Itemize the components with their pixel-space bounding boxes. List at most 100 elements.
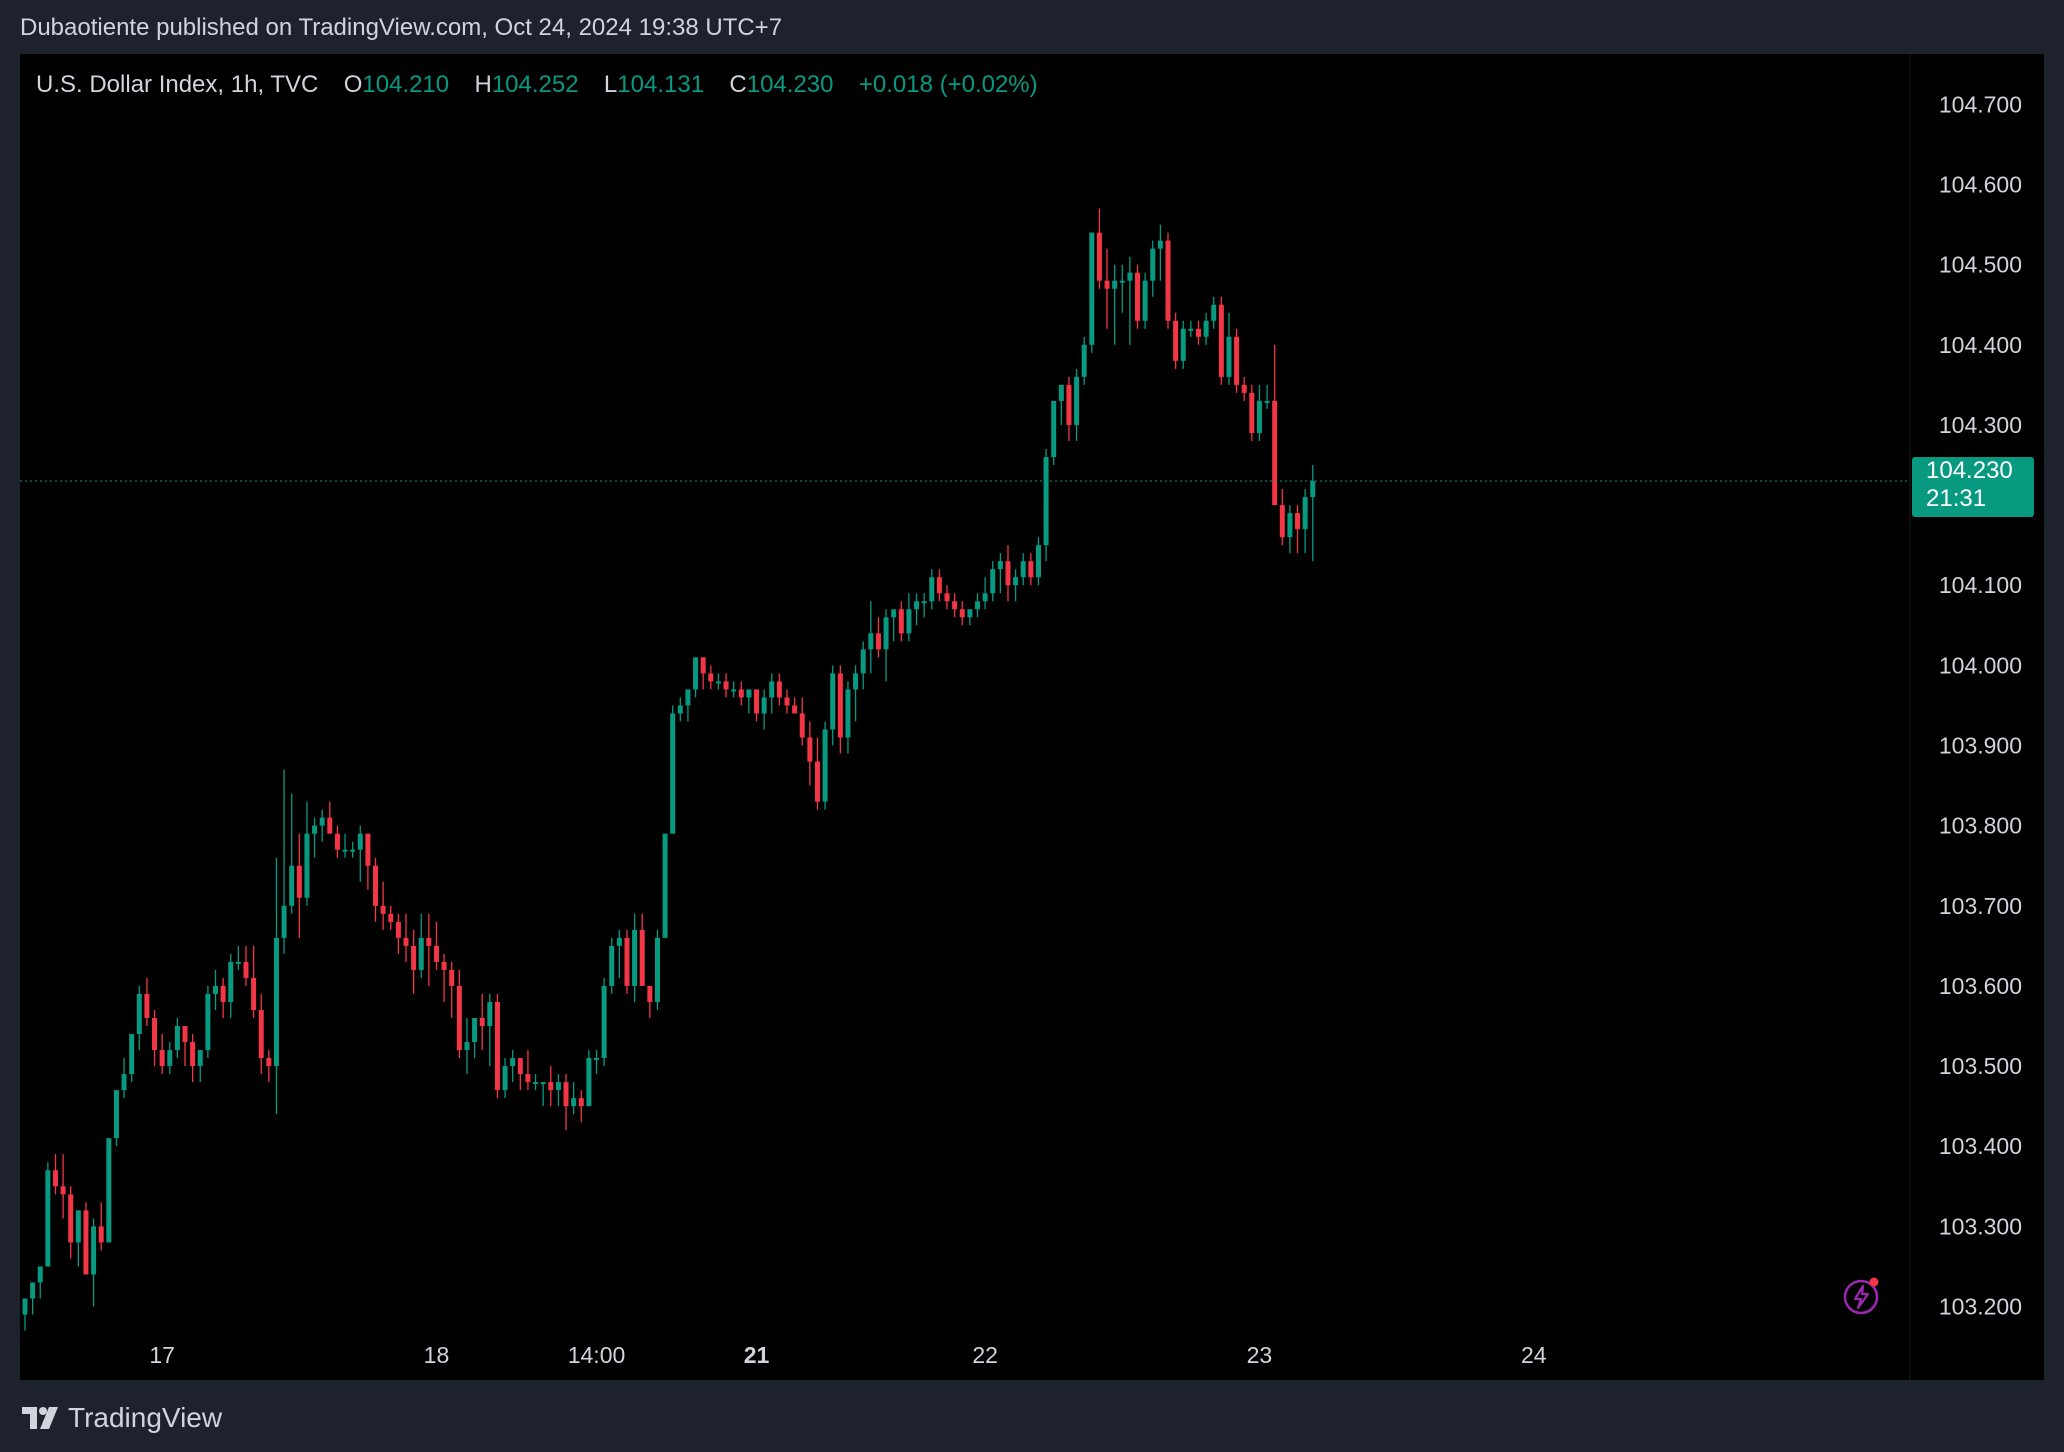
candle[interactable] <box>997 553 1003 594</box>
candle[interactable] <box>959 601 965 626</box>
candle[interactable] <box>1142 272 1148 329</box>
candle[interactable] <box>205 985 211 1059</box>
candle[interactable] <box>98 1202 104 1251</box>
candle[interactable] <box>365 833 371 890</box>
candle[interactable] <box>1104 248 1110 329</box>
candle[interactable] <box>822 721 828 810</box>
tradingview-footer[interactable]: TradingView <box>22 1398 222 1438</box>
candle[interactable] <box>1150 240 1156 297</box>
candle[interactable] <box>662 833 668 938</box>
candle[interactable] <box>1066 376 1072 441</box>
candle[interactable] <box>1028 553 1034 586</box>
candle[interactable] <box>251 945 257 1018</box>
candle[interactable] <box>1295 505 1301 554</box>
candle[interactable] <box>350 841 356 858</box>
candle[interactable] <box>891 609 897 642</box>
candle[interactable] <box>395 913 401 954</box>
candle[interactable] <box>281 769 287 954</box>
candle[interactable] <box>52 1154 58 1195</box>
candle[interactable] <box>746 689 752 714</box>
candle[interactable] <box>1157 224 1163 281</box>
candle[interactable] <box>738 681 744 706</box>
candle[interactable] <box>1173 312 1179 369</box>
candle[interactable] <box>571 1082 577 1115</box>
candle[interactable] <box>1249 384 1255 441</box>
candle[interactable] <box>243 945 249 986</box>
candle[interactable] <box>921 593 927 618</box>
candle[interactable] <box>632 913 638 1002</box>
candle[interactable] <box>517 1058 523 1091</box>
candle[interactable] <box>853 665 859 722</box>
candlestick-chart[interactable]: 104.700 104.600 104.500 104.400 104.300 104.1… <box>20 54 2044 1380</box>
candle[interactable] <box>731 681 737 698</box>
candle[interactable] <box>182 1026 188 1067</box>
candle[interactable] <box>235 945 241 970</box>
candle[interactable] <box>784 689 790 714</box>
candle[interactable] <box>75 1210 81 1267</box>
candle[interactable] <box>898 601 904 642</box>
candle[interactable] <box>1302 489 1308 554</box>
candle[interactable] <box>807 721 813 786</box>
candle[interactable] <box>1043 449 1049 562</box>
candle[interactable] <box>373 857 379 922</box>
candle[interactable] <box>1020 553 1026 586</box>
candle[interactable] <box>594 1050 599 1075</box>
candle[interactable] <box>449 961 455 1018</box>
candle[interactable] <box>1241 376 1247 401</box>
lightning-bolt-icon[interactable] <box>1843 1277 1881 1315</box>
candle[interactable] <box>266 1050 272 1083</box>
candle[interactable] <box>1234 328 1240 393</box>
candle[interactable] <box>715 673 721 690</box>
candle[interactable] <box>1005 545 1011 602</box>
candle[interactable] <box>1058 384 1064 425</box>
candle[interactable] <box>914 593 920 626</box>
candle[interactable] <box>380 881 386 930</box>
candle[interactable] <box>906 593 912 642</box>
candle[interactable] <box>30 1282 36 1315</box>
candle[interactable] <box>883 609 889 682</box>
candle[interactable] <box>1119 264 1125 313</box>
candle[interactable] <box>37 1266 43 1299</box>
candle[interactable] <box>677 697 683 722</box>
candle[interactable] <box>144 977 150 1027</box>
candle[interactable] <box>860 641 866 690</box>
candle[interactable] <box>426 913 432 986</box>
candle[interactable] <box>220 977 226 1018</box>
candle[interactable] <box>1226 312 1232 385</box>
candle[interactable] <box>975 593 980 618</box>
candle[interactable] <box>944 585 950 610</box>
candle[interactable] <box>22 1298 28 1331</box>
candle[interactable] <box>68 1186 74 1259</box>
candle[interactable] <box>929 569 935 610</box>
candle[interactable] <box>1135 264 1141 329</box>
candle[interactable] <box>479 993 485 1051</box>
candle[interactable] <box>1013 569 1019 602</box>
candle[interactable] <box>647 985 653 1018</box>
candle[interactable] <box>586 1050 592 1107</box>
candle[interactable] <box>609 937 615 994</box>
candle[interactable] <box>357 825 363 882</box>
candle[interactable] <box>555 1074 561 1107</box>
candle[interactable] <box>525 1050 531 1091</box>
candle[interactable] <box>91 1218 97 1307</box>
candle[interactable] <box>418 913 424 978</box>
candle[interactable] <box>693 657 699 698</box>
candle[interactable] <box>388 905 394 930</box>
candle[interactable] <box>456 969 462 1059</box>
candle[interactable] <box>540 1082 546 1107</box>
candle[interactable] <box>1081 336 1087 385</box>
candle[interactable] <box>708 665 714 690</box>
candle[interactable] <box>792 697 798 714</box>
candle[interactable] <box>578 1090 584 1123</box>
candle[interactable] <box>411 929 417 994</box>
candle[interactable] <box>472 1017 478 1059</box>
candle[interactable] <box>60 1154 66 1219</box>
candle[interactable] <box>830 665 836 746</box>
candle[interactable] <box>152 1009 158 1067</box>
chart-pane[interactable]: 104.700 104.600 104.500 104.400 104.300 104.1… <box>20 54 2044 1380</box>
candle[interactable] <box>510 1050 516 1083</box>
candle[interactable] <box>563 1074 569 1131</box>
candle[interactable] <box>624 929 630 994</box>
candle[interactable] <box>1264 384 1270 409</box>
candle[interactable] <box>685 689 691 722</box>
